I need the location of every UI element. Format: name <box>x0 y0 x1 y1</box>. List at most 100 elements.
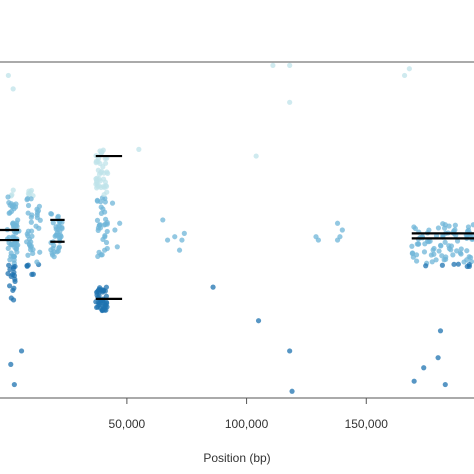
data-point <box>464 248 470 254</box>
data-point <box>415 241 421 247</box>
data-point <box>287 348 293 354</box>
data-point <box>5 72 11 79</box>
data-point <box>289 388 295 394</box>
data-point <box>28 228 35 234</box>
data-point <box>101 191 107 198</box>
data-point <box>55 248 61 254</box>
data-point <box>427 238 433 244</box>
data-point <box>103 284 110 290</box>
data-point <box>452 227 458 233</box>
data-point <box>270 62 276 68</box>
data-point <box>96 301 102 308</box>
data-point <box>8 361 14 367</box>
data-point <box>421 249 428 255</box>
data-point <box>414 258 420 264</box>
data-point <box>25 202 32 209</box>
data-point <box>103 183 110 189</box>
x-tick-label: 150,000 <box>345 417 389 431</box>
data-point <box>8 208 15 214</box>
data-point <box>24 231 30 237</box>
data-point <box>339 227 345 233</box>
data-point <box>428 252 434 258</box>
data-point <box>409 243 415 249</box>
data-point <box>450 252 456 258</box>
data-point <box>99 168 105 175</box>
data-point <box>334 220 341 226</box>
plot-frame <box>0 61 474 399</box>
data-point <box>442 239 448 245</box>
data-point <box>96 293 102 299</box>
data-point <box>5 194 11 200</box>
data-point <box>10 187 16 193</box>
data-point <box>26 241 32 247</box>
data-point <box>98 252 104 258</box>
data-point <box>176 247 183 253</box>
data-point <box>454 238 461 244</box>
x-axis-label: Position (bp) <box>203 451 270 465</box>
data-point <box>136 146 142 152</box>
data-point <box>13 246 19 252</box>
data-point <box>94 217 101 223</box>
data-point <box>401 72 408 79</box>
data-point <box>455 261 461 267</box>
data-point <box>164 237 171 243</box>
data-point <box>59 225 65 232</box>
data-point <box>10 86 16 92</box>
data-point <box>10 287 16 293</box>
data-point <box>25 262 31 268</box>
data-point <box>470 222 474 228</box>
data-point <box>421 365 427 371</box>
data-point <box>464 257 470 263</box>
data-point <box>255 318 262 324</box>
data-point <box>435 355 441 361</box>
data-point <box>58 234 64 240</box>
data-point <box>458 246 464 252</box>
data-point <box>11 381 17 388</box>
x-tick-label: 100,000 <box>225 417 269 431</box>
data-point <box>51 254 57 260</box>
data-point <box>104 228 110 235</box>
data-point <box>51 242 57 249</box>
data-point <box>30 250 36 257</box>
data-point <box>102 209 108 215</box>
data-point <box>11 269 17 275</box>
data-point <box>442 381 448 388</box>
data-point <box>406 66 412 72</box>
data-point <box>7 202 13 208</box>
data-point <box>452 222 458 228</box>
data-point <box>34 259 40 265</box>
points-layer <box>4 62 474 394</box>
data-point <box>6 262 12 268</box>
data-point <box>50 220 56 226</box>
data-point <box>435 225 442 231</box>
data-point <box>9 192 15 198</box>
data-point <box>96 286 102 293</box>
data-point <box>103 239 110 246</box>
data-point <box>287 62 293 68</box>
data-point <box>337 234 343 240</box>
data-point <box>443 256 449 262</box>
data-point <box>409 250 416 256</box>
data-point <box>37 217 43 223</box>
data-point <box>48 211 55 217</box>
data-point <box>441 225 448 231</box>
data-point <box>172 234 178 240</box>
data-point <box>96 183 102 189</box>
data-point <box>454 248 460 254</box>
data-point <box>114 244 120 250</box>
data-point <box>464 263 470 270</box>
data-point <box>18 348 25 354</box>
data-point <box>412 225 418 232</box>
data-point <box>5 270 11 277</box>
data-point <box>160 217 166 223</box>
data-point <box>29 233 35 239</box>
data-point <box>436 248 442 254</box>
data-point <box>446 243 452 249</box>
data-point <box>413 252 420 258</box>
data-point <box>109 200 116 206</box>
data-point <box>56 222 62 229</box>
data-point <box>5 245 11 252</box>
data-point <box>11 253 18 260</box>
data-point <box>98 204 104 210</box>
